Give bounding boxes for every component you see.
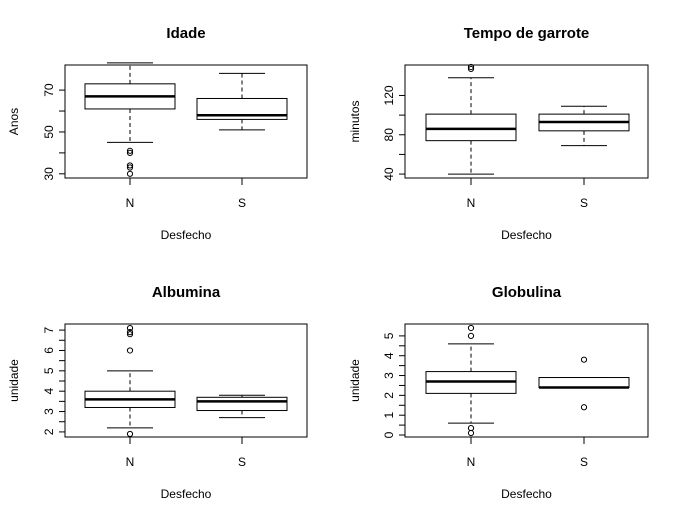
- outlier-point: [126, 162, 134, 169]
- boxplot-panel: Albumina 2 3 4 5 6 7 unidade N S Desfecho: [7, 284, 308, 501]
- y-tick-label: 40: [382, 167, 396, 181]
- x-tick-label: S: [238, 455, 246, 469]
- box-N: [84, 62, 176, 177]
- box-N: [425, 63, 517, 175]
- outlier-point: [126, 331, 134, 338]
- y-tick-label: 2: [42, 428, 56, 435]
- box-iqr: [196, 396, 288, 412]
- y-tick-label: 6: [42, 347, 56, 354]
- y-tick-label: 5: [42, 367, 56, 374]
- y-axis-label: minutos: [348, 100, 362, 142]
- plot-frame: [64, 64, 308, 179]
- outlier-point: [126, 324, 134, 332]
- outlier-point: [467, 424, 475, 432]
- outlier-point: [126, 430, 134, 438]
- box-iqr: [538, 377, 630, 388]
- chart-title: Idade: [166, 25, 205, 42]
- outlier-point: [126, 149, 134, 156]
- y-tick-label: 80: [382, 128, 396, 142]
- x-tick-label: N: [126, 196, 135, 210]
- box-N: [425, 324, 517, 437]
- y-tick-label: 3: [42, 408, 56, 415]
- boxplot-panel: Globulina 0 1 2 3 4 5 unidade N S Desfecho: [348, 284, 649, 501]
- chart-title: Globulina: [492, 284, 562, 301]
- x-tick-label: N: [467, 196, 476, 210]
- y-tick-label: 4: [382, 352, 396, 359]
- outlier-point: [467, 324, 475, 332]
- boxplot-panel: Tempo de garrote 40 80 120 minutos N S Desfecho: [348, 25, 649, 242]
- outlier-point: [580, 356, 588, 363]
- x-tick-label: S: [580, 196, 588, 210]
- x-tick-label: S: [580, 455, 588, 469]
- chart-title: Tempo de garrote: [464, 25, 590, 42]
- y-tick-label: 1: [382, 412, 396, 419]
- outlier-point: [467, 63, 475, 71]
- outlier-point: [467, 429, 475, 437]
- y-axis-label: unidade: [7, 359, 21, 402]
- outlier-point: [126, 164, 134, 171]
- x-axis-label: Desfecho: [501, 228, 552, 242]
- y-tick-label: 5: [382, 332, 396, 339]
- outlier-point: [467, 65, 475, 73]
- y-tick-label: 3: [382, 372, 396, 379]
- outlier-point: [580, 404, 588, 411]
- outlier-point: [126, 170, 134, 177]
- y-tick-label: 30: [42, 167, 56, 181]
- box-S: [538, 356, 630, 411]
- y-tick-label: 2: [382, 392, 396, 399]
- x-axis-label: Desfecho: [161, 228, 212, 242]
- x-tick-label: S: [238, 196, 246, 210]
- box-S: [538, 105, 630, 147]
- boxplot-panel: Idade 30 50 70 Anos N S Desfecho: [7, 25, 308, 242]
- x-axis-label: Desfecho: [161, 487, 212, 501]
- y-tick-label: 120: [382, 85, 396, 105]
- x-tick-label: N: [467, 455, 476, 469]
- outlier-point: [126, 347, 134, 354]
- box-S: [196, 72, 288, 131]
- y-tick-label: 0: [382, 431, 396, 438]
- box-S: [196, 394, 288, 419]
- box-iqr: [425, 113, 517, 142]
- outlier-point: [126, 147, 134, 154]
- chart-title: Albumina: [152, 284, 221, 301]
- y-tick-label: 7: [42, 326, 56, 333]
- y-axis-label: Anos: [7, 108, 21, 135]
- outlier-point: [126, 329, 134, 336]
- plot-frame: [64, 323, 308, 438]
- outlier-point: [467, 332, 475, 339]
- y-tick-label: 50: [42, 125, 56, 139]
- y-tick-label: 70: [42, 83, 56, 97]
- x-axis-label: Desfecho: [501, 487, 552, 501]
- y-axis-label: unidade: [348, 359, 362, 402]
- y-tick-label: 4: [42, 388, 56, 395]
- box-N: [84, 324, 176, 438]
- x-tick-label: N: [126, 455, 135, 469]
